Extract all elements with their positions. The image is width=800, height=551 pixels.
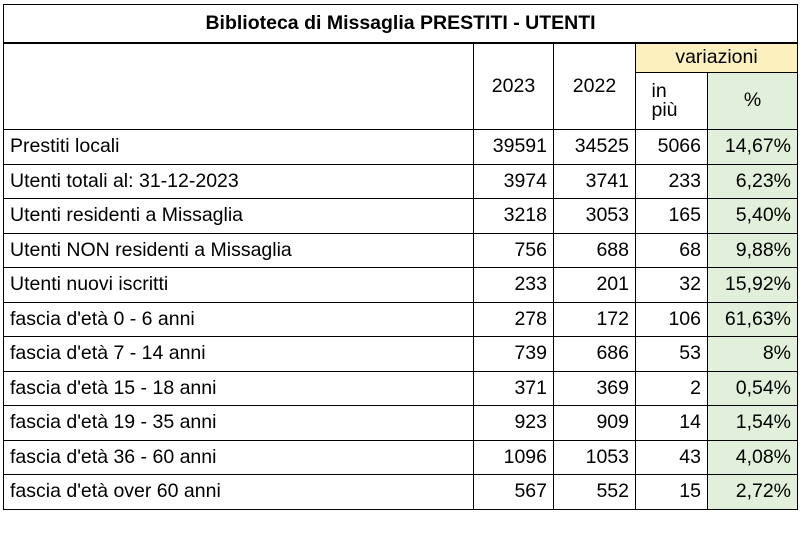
cell-in-piu: 233	[635, 163, 708, 199]
cell-2023: 3218	[473, 198, 554, 234]
cell-in-piu: 32	[635, 267, 708, 303]
cell-2022: 909	[553, 405, 636, 441]
cell-2022: 1053	[553, 439, 636, 475]
cell-2022: 201	[553, 267, 636, 303]
header-label-blank	[3, 42, 474, 130]
table-row: Prestiti locali 39591 34525 5066 14,67%	[3, 129, 799, 165]
cell-2023: 923	[473, 405, 554, 441]
cell-2022: 172	[553, 301, 636, 337]
cell-percent: 14,67%	[706, 129, 799, 165]
cell-percent: 9,88%	[706, 232, 799, 268]
stats-table: Biblioteca di Missaglia PRESTITI - UTENT…	[2, 4, 799, 510]
row-label: fascia d'età 19 - 35 anni	[3, 405, 474, 441]
cell-percent: 5,40%	[706, 198, 799, 234]
cell-2022: 34525	[553, 129, 636, 165]
cell-2022: 552	[553, 474, 636, 510]
cell-percent: 61,63%	[706, 301, 799, 337]
cell-percent: 4,08%	[706, 439, 799, 475]
cell-percent: 8%	[706, 336, 799, 372]
cell-in-piu: 106	[635, 301, 708, 337]
cell-in-piu: 53	[635, 336, 708, 372]
cell-2022: 686	[553, 336, 636, 372]
table-row: fascia d'età over 60 anni 567 552 15 2,72%	[3, 474, 799, 510]
cell-2023: 567	[473, 474, 554, 510]
table-row: Utenti nuovi iscritti 233 201 32 15,92%	[3, 267, 799, 303]
table-row: Utenti NON residenti a Missaglia 756 688 68…	[3, 232, 799, 268]
row-label: Utenti NON residenti a Missaglia	[3, 232, 474, 268]
cell-in-piu: 14	[635, 405, 708, 441]
cell-2023: 278	[473, 301, 554, 337]
cell-2023: 233	[473, 267, 554, 303]
row-label: fascia d'età 0 - 6 anni	[3, 301, 474, 337]
cell-in-piu: 2	[635, 370, 708, 406]
table-row: fascia d'età 19 - 35 anni 923 909 14 1,54%	[3, 405, 799, 441]
table-title: Biblioteca di Missaglia PRESTITI - UTENT…	[2, 4, 799, 44]
table-row: Utenti totali al: 31-12-2023 3974 3741 233 6…	[3, 163, 799, 199]
cell-in-piu: 43	[635, 439, 708, 475]
header-in-piu-text: in più	[651, 79, 678, 121]
header-percent: %	[706, 72, 799, 130]
cell-2023: 1096	[473, 439, 554, 475]
cell-2023: 756	[473, 232, 554, 268]
cell-2023: 739	[473, 336, 554, 372]
table-row: Utenti residenti a Missaglia 3218 3053 165 5…	[3, 198, 799, 234]
cell-2022: 688	[553, 232, 636, 268]
cell-percent: 0,54%	[706, 370, 799, 406]
header-in-piu: in più	[635, 72, 708, 130]
row-label: fascia d'età over 60 anni	[3, 474, 474, 510]
cell-in-piu: 5066	[635, 129, 708, 165]
row-label: fascia d'età 15 - 18 anni	[3, 370, 474, 406]
cell-2022: 369	[553, 370, 636, 406]
cell-2023: 371	[473, 370, 554, 406]
header-variazioni: variazioni	[634, 42, 799, 73]
row-label: Prestiti locali	[3, 129, 474, 165]
header-year-2023: 2023	[473, 42, 554, 130]
row-label: fascia d'età 36 - 60 anni	[3, 439, 474, 475]
table-row: fascia d'età 7 - 14 anni 739 686 53 8%	[3, 336, 799, 372]
cell-2022: 3741	[553, 163, 636, 199]
row-label: Utenti nuovi iscritti	[3, 267, 474, 303]
table-row: fascia d'età 36 - 60 anni 1096 1053 43 4,08%	[3, 439, 799, 475]
cell-2023: 39591	[473, 129, 554, 165]
cell-2022: 3053	[553, 198, 636, 234]
cell-in-piu: 68	[635, 232, 708, 268]
cell-percent: 6,23%	[706, 163, 799, 199]
row-label: Utenti residenti a Missaglia	[3, 198, 474, 234]
cell-in-piu: 15	[635, 474, 708, 510]
cell-percent: 15,92%	[706, 267, 799, 303]
table-row: fascia d'età 0 - 6 anni 278 172 106 61,63%	[3, 301, 799, 337]
header-year-2022: 2022	[553, 42, 636, 130]
table-row: fascia d'età 15 - 18 anni 371 369 2 0,54%	[3, 370, 799, 406]
row-label: fascia d'età 7 - 14 anni	[3, 336, 474, 372]
row-label: Utenti totali al: 31-12-2023	[3, 163, 474, 199]
cell-percent: 2,72%	[706, 474, 799, 510]
cell-in-piu: 165	[635, 198, 708, 234]
cell-percent: 1,54%	[706, 405, 799, 441]
cell-2023: 3974	[473, 163, 554, 199]
